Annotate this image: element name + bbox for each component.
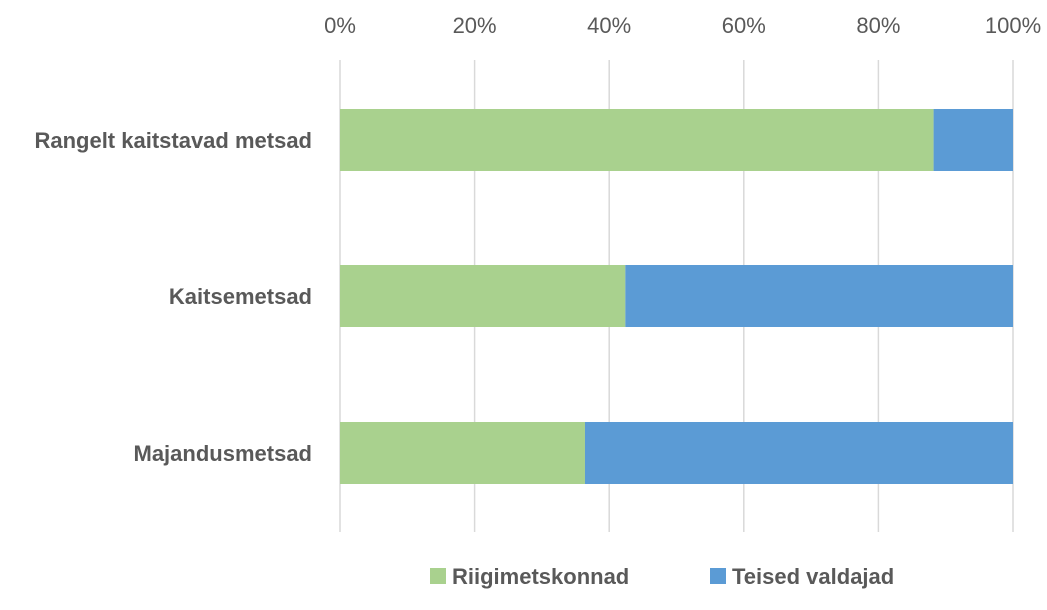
legend-swatch <box>430 568 446 584</box>
x-tick-label: 80% <box>856 13 900 38</box>
category-label: Kaitsemetsad <box>169 284 312 309</box>
bar-segment <box>625 265 1013 327</box>
category-label: Majandusmetsad <box>134 441 313 466</box>
legend-label: Teised valdajad <box>732 564 894 589</box>
x-tick-label: 0% <box>324 13 356 38</box>
x-axis-ticks: 0% 20% 40% 60% 80% 100% <box>324 13 1041 38</box>
bar-segment <box>340 422 585 484</box>
x-tick-label: 60% <box>722 13 766 38</box>
x-tick-label: 100% <box>985 13 1041 38</box>
bar-segment <box>340 265 626 327</box>
bar-segment <box>584 422 1013 484</box>
bars <box>340 109 1013 484</box>
x-tick-label: 20% <box>453 13 497 38</box>
category-label: Rangelt kaitstavad metsad <box>34 128 312 153</box>
legend-label: Riigimetskonnad <box>452 564 629 589</box>
legend-swatch <box>710 568 726 584</box>
legend: Riigimetskonnad Teised valdajad <box>430 564 894 589</box>
bar-segment <box>340 109 934 171</box>
bar-segment <box>933 109 1013 171</box>
category-labels: Rangelt kaitstavad metsad Kaitsemetsad Maj… <box>34 128 312 466</box>
x-tick-label: 40% <box>587 13 631 38</box>
